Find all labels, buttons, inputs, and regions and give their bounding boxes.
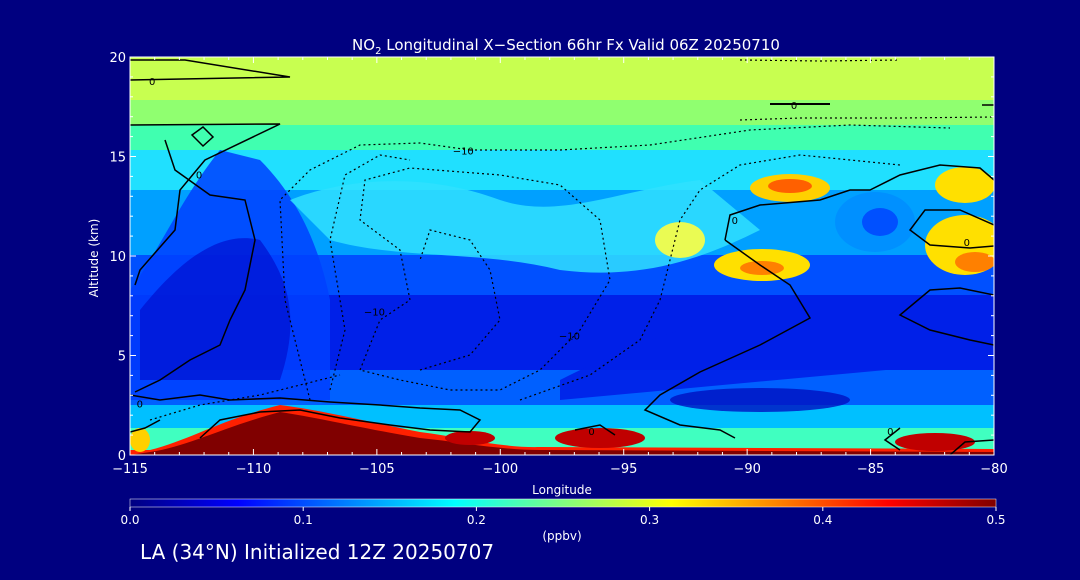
y-tick-label: 20 bbox=[109, 51, 126, 66]
colorbar-tick-label: 0.2 bbox=[467, 513, 486, 527]
x-tick-label: −105 bbox=[359, 462, 395, 477]
x-tick-label: −80 bbox=[980, 462, 1007, 477]
title-subscript: 2 bbox=[375, 46, 381, 57]
contour-lines bbox=[130, 59, 994, 455]
contour-label: 0 bbox=[791, 101, 797, 112]
contour-zero-line bbox=[130, 59, 291, 81]
contour-label: −10 bbox=[453, 147, 474, 158]
x-tick-label: −95 bbox=[610, 462, 637, 477]
contour-zero-line bbox=[134, 139, 256, 393]
contour-label: 0 bbox=[964, 238, 970, 249]
x-tick-label: −85 bbox=[857, 462, 884, 477]
contour-neg10-line bbox=[739, 59, 901, 62]
contour-zero-line bbox=[949, 439, 994, 455]
contour-label: 0 bbox=[887, 427, 893, 438]
y-tick-label: 10 bbox=[109, 250, 126, 265]
contour-zero-line bbox=[190, 126, 215, 148]
title-prefix: NO bbox=[352, 36, 375, 54]
x-tick-label: −90 bbox=[733, 462, 760, 477]
y-axis-label: Altitude (km) bbox=[87, 219, 101, 298]
x-axis-label: Longitude bbox=[532, 483, 592, 497]
contour-label: −10 bbox=[559, 332, 580, 343]
contour-label: −10 bbox=[364, 308, 385, 319]
contour-neg10-line bbox=[519, 154, 901, 401]
contour-labels: 0 0 −10 0 0 0 −10 −10 0 0 0 bbox=[137, 77, 970, 438]
chart-title: NO2 Longitudinal X−Section 66hr Fx Valid… bbox=[352, 36, 780, 57]
contour-zero-line bbox=[130, 394, 482, 439]
contour-label: 0 bbox=[137, 399, 143, 410]
colorbar-tick-label: 0.3 bbox=[640, 513, 659, 527]
contour-label: 0 bbox=[196, 170, 202, 181]
y-tick-label: 15 bbox=[109, 151, 126, 166]
colorbar-ticks: 0.0 0.1 0.2 0.3 0.4 0.5 bbox=[120, 507, 1006, 527]
contour-zero-line bbox=[643, 239, 812, 439]
contour-neg10-line bbox=[279, 142, 471, 401]
contour-zero-line bbox=[130, 123, 281, 286]
footer-caption: LA (34°N) Initialized 12Z 20250707 bbox=[140, 540, 495, 564]
colorbar-tick-label: 0.4 bbox=[813, 513, 832, 527]
plot-background bbox=[130, 57, 994, 455]
colorbar-tick-label: 0.0 bbox=[120, 513, 139, 527]
x-tick-label: −115 bbox=[112, 462, 148, 477]
contour-neg10-line bbox=[329, 154, 411, 391]
contour-neg10-line bbox=[739, 116, 994, 121]
contour-label: 0 bbox=[588, 427, 594, 438]
title-suffix: Longitudinal X−Section 66hr Fx Valid 06Z… bbox=[381, 36, 779, 54]
contour-zero-line bbox=[908, 209, 994, 249]
contour-neg10-line bbox=[470, 124, 951, 151]
contour-zero-line bbox=[883, 427, 901, 451]
colorbar bbox=[129, 498, 997, 508]
contour-zero-line bbox=[574, 424, 616, 436]
colorbar-tick-label: 0.1 bbox=[294, 513, 313, 527]
contour-label: 0 bbox=[732, 216, 738, 227]
x-tick-label: −100 bbox=[482, 462, 518, 477]
colorbar-units: (ppbv) bbox=[542, 529, 581, 543]
y-tick-label: 5 bbox=[118, 350, 126, 365]
contour-zero-line bbox=[130, 419, 161, 433]
colorbar-tick-label: 0.5 bbox=[986, 513, 1005, 527]
x-axis: −115 −110 −105 −100 −95 −90 −85 −80 bbox=[112, 57, 1008, 477]
contour-zero-line bbox=[724, 164, 994, 241]
y-tick-label: 0 bbox=[118, 449, 126, 464]
y-axis: 0 5 10 15 20 bbox=[109, 51, 994, 464]
contour-label: 0 bbox=[149, 77, 155, 88]
x-tick-label: −110 bbox=[236, 462, 272, 477]
contour-zero-line bbox=[898, 287, 994, 346]
contour-neg10-line bbox=[419, 229, 501, 371]
